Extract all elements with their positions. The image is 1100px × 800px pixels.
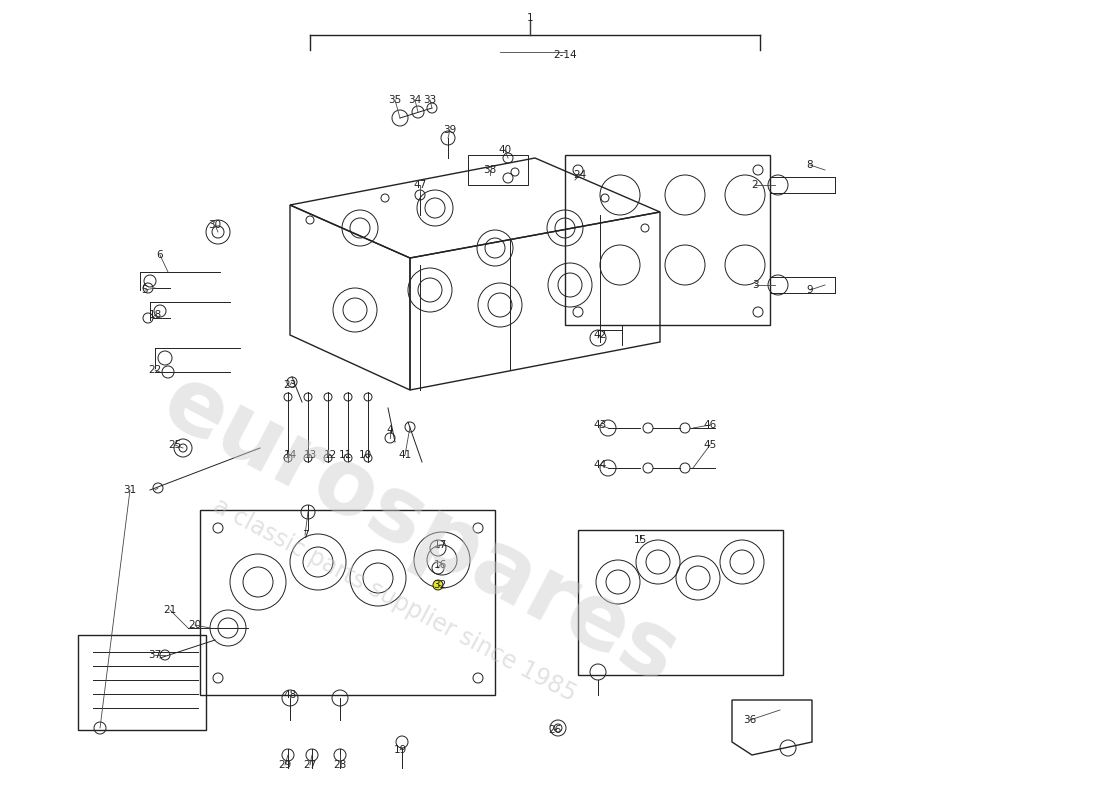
Text: 31: 31 bbox=[123, 485, 136, 495]
Text: 47: 47 bbox=[414, 180, 427, 190]
Bar bbox=[578, 530, 783, 675]
Text: 26: 26 bbox=[549, 725, 562, 735]
Text: 34: 34 bbox=[408, 95, 421, 105]
Text: 27: 27 bbox=[304, 760, 317, 770]
Text: 40: 40 bbox=[498, 145, 512, 155]
Text: 13: 13 bbox=[304, 450, 317, 460]
Text: 25: 25 bbox=[168, 440, 182, 450]
Text: 42: 42 bbox=[593, 330, 606, 340]
Text: 28: 28 bbox=[333, 760, 346, 770]
Text: 17: 17 bbox=[433, 540, 447, 550]
Bar bbox=[565, 155, 770, 325]
Text: 39: 39 bbox=[443, 125, 456, 135]
Text: 46: 46 bbox=[703, 420, 716, 430]
Text: 10: 10 bbox=[359, 450, 372, 460]
Bar bbox=[200, 510, 495, 695]
Text: 23: 23 bbox=[284, 380, 297, 390]
Text: 38: 38 bbox=[483, 165, 496, 175]
Text: 11: 11 bbox=[339, 450, 352, 460]
Text: 20: 20 bbox=[188, 620, 201, 630]
Text: 16: 16 bbox=[433, 560, 447, 570]
Text: 19: 19 bbox=[394, 745, 407, 755]
Text: 44: 44 bbox=[593, 460, 606, 470]
Text: 15: 15 bbox=[634, 535, 647, 545]
Bar bbox=[78, 635, 206, 730]
Text: 21: 21 bbox=[164, 605, 177, 615]
Text: 22: 22 bbox=[148, 365, 162, 375]
Text: 14: 14 bbox=[284, 450, 297, 460]
Text: 7: 7 bbox=[301, 530, 308, 540]
Text: 18: 18 bbox=[148, 310, 162, 320]
Text: 43: 43 bbox=[593, 420, 606, 430]
Text: 24: 24 bbox=[573, 170, 586, 180]
Text: 5: 5 bbox=[142, 285, 148, 295]
Text: 8: 8 bbox=[806, 160, 813, 170]
Text: 12: 12 bbox=[323, 450, 337, 460]
Text: 9: 9 bbox=[806, 285, 813, 295]
Circle shape bbox=[433, 580, 443, 590]
Text: 41: 41 bbox=[398, 450, 411, 460]
Bar bbox=[468, 155, 528, 185]
Text: 32: 32 bbox=[433, 580, 447, 590]
Text: 2: 2 bbox=[751, 180, 758, 190]
Text: 36: 36 bbox=[744, 715, 757, 725]
Text: 4: 4 bbox=[387, 425, 394, 435]
Text: 48: 48 bbox=[284, 690, 297, 700]
Text: 6: 6 bbox=[156, 250, 163, 260]
Text: 2-14: 2-14 bbox=[553, 50, 576, 60]
Text: a classic parts supplier since 1985: a classic parts supplier since 1985 bbox=[209, 494, 581, 706]
Text: 29: 29 bbox=[278, 760, 292, 770]
Text: 3: 3 bbox=[751, 280, 758, 290]
Text: 1: 1 bbox=[527, 13, 534, 23]
Text: 35: 35 bbox=[388, 95, 401, 105]
Text: 30: 30 bbox=[208, 220, 221, 230]
Text: 33: 33 bbox=[424, 95, 437, 105]
Text: 45: 45 bbox=[703, 440, 716, 450]
Text: 37: 37 bbox=[148, 650, 162, 660]
Text: eurospares: eurospares bbox=[147, 358, 693, 702]
